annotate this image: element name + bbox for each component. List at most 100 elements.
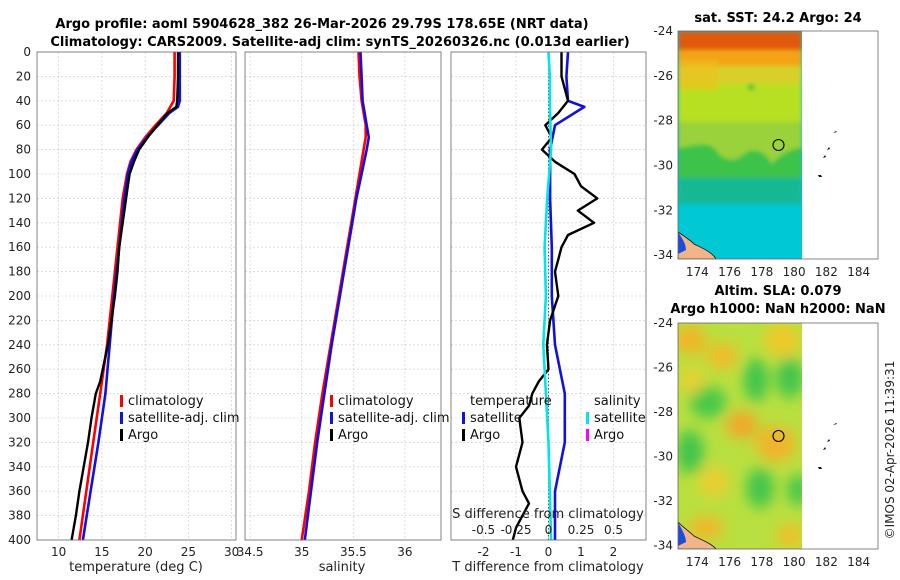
legend-label-t-argo: Argo: [470, 428, 500, 443]
depth-tick-label: 40: [16, 94, 31, 108]
legend-label-s-argo: Argo: [594, 428, 624, 443]
sla-field: [678, 323, 802, 549]
salinity-legend: climatology satellite-adj. clim Argo: [330, 394, 450, 443]
latitude-tick-label: -28: [653, 114, 673, 128]
depth-tick-label: 340: [8, 460, 31, 474]
longitude-tick-label: 176: [718, 555, 741, 569]
title-line1: Argo profile: aoml 5904628_382 26-Mar-20…: [55, 17, 588, 32]
sla-map-tick-labels: 174 176 178 180 182 184 -24 -26 -28 -30 -32 -34: [653, 316, 870, 569]
profile-location-marker: [772, 429, 785, 443]
legend-marker-satellite: [330, 412, 333, 424]
depth-tick-label: 0: [23, 45, 31, 59]
legend-label-argo: Argo: [338, 428, 368, 443]
difference-panel: -2 -1 0 1 2 T difference from climatology S …: [450, 51, 647, 575]
x-tick-label: 2: [610, 545, 618, 559]
latitude-tick-label: -32: [653, 203, 673, 217]
temperature-series: [70, 52, 182, 540]
salinity-grid: [245, 51, 441, 541]
x-tick-label: 0: [545, 545, 553, 559]
difference-axes: [450, 51, 647, 541]
depth-tick-label: 180: [8, 265, 31, 279]
salinity-diff-tick-label: -0.5: [472, 523, 495, 537]
depth-tick-label: 20: [16, 69, 31, 83]
latitude-tick-label: -28: [653, 405, 673, 419]
salinity-axes: [244, 51, 442, 541]
depth-tick-labels: 0 20 40 60 80 100 120 140 160 180 200 220 240 260 280 3…: [8, 45, 31, 547]
legend-marker-s-satellite: [586, 412, 589, 424]
sst-field: [678, 31, 802, 259]
depth-tick-label: 300: [8, 411, 31, 425]
depth-tick-label: 360: [8, 484, 31, 498]
salinity-panel: 34.5 35 35.5 36 salinity climatology satell…: [237, 51, 450, 575]
depth-tick-label: 140: [8, 216, 31, 230]
series-line-argo: [70, 52, 180, 540]
sla-map-blank: [802, 323, 878, 549]
longitude-tick-label: 178: [750, 265, 773, 279]
depth-tick-label: 260: [8, 362, 31, 376]
title-line2: Climatology: CARS2009. Satellite-adj cli…: [50, 35, 629, 50]
legend-marker-argo: [120, 429, 123, 441]
depth-tick-label: 60: [16, 118, 31, 132]
sla-map: Altim. SLA: 0.079 Argo h1000: NaN h2000:…: [653, 284, 885, 569]
series-line-t-satellite: [548, 52, 586, 540]
latitude-tick-label: -26: [653, 361, 673, 375]
longitude-tick-label: 180: [783, 265, 806, 279]
longitude-tick-label: 180: [783, 555, 806, 569]
depth-tick-label: 160: [8, 240, 31, 254]
x-tick-label: 10: [51, 545, 66, 559]
latitude-tick-label: -34: [653, 248, 673, 262]
sla-map-title-line2: Argo h1000: NaN h2000: NaN: [670, 302, 885, 317]
depth-tick-label: 120: [8, 191, 31, 205]
sst-islands: [818, 131, 837, 177]
difference-series: [511, 52, 599, 540]
temperature-panel: 0 20 40 60 80 100 120 140 160 180 200 220 240 260 280 3…: [8, 45, 240, 575]
difference-grid: [451, 51, 646, 541]
legend-marker-climatology: [330, 395, 333, 407]
depth-tick-label: 100: [8, 167, 31, 181]
legend-marker-argo: [330, 429, 333, 441]
difference-xlabel: T difference from climatology: [451, 560, 644, 575]
x-tick-label: 20: [138, 545, 153, 559]
x-tick-label: 35.5: [340, 545, 367, 559]
watermark: ©IMOS 02-Apr-2026 11:39:31: [883, 361, 897, 540]
depth-tick-label: 220: [8, 313, 31, 327]
x-tick-label: 15: [94, 545, 109, 559]
salinity-diff-tick-label: 0.5: [604, 523, 623, 537]
sla-map-title-line1: Altim. SLA: 0.079: [715, 284, 842, 299]
legend-label-satellite: satellite-adj. clim: [338, 411, 450, 426]
latitude-tick-label: -30: [653, 159, 673, 173]
longitude-tick-label: 182: [815, 555, 838, 569]
longitude-tick-label: 182: [815, 265, 838, 279]
sst-map: sat. SST: 24.2 Argo: 24: [653, 11, 879, 279]
latitude-tick-label: -24: [653, 24, 673, 38]
sst-map-axes: [677, 30, 879, 260]
longitude-tick-label: 184: [847, 265, 870, 279]
series-line-satellite-adj-clim: [81, 52, 182, 540]
temperature-axes: [36, 51, 237, 541]
latitude-tick-label: -30: [653, 450, 673, 464]
longitude-tick-label: 176: [718, 265, 741, 279]
difference-legend: temperature satellite Argo salinity sate…: [462, 394, 646, 443]
legend-title-salinity: salinity: [594, 394, 641, 409]
sst-map-tick-labels: 174 176 178 180 182 184 -24 -26 -28 -30 -32 -34: [653, 24, 870, 279]
legend-label-climatology: climatology: [338, 394, 414, 409]
temperature-grid: [37, 51, 236, 541]
profile-location-marker: [772, 138, 785, 152]
legend-label-s-satellite: satellite: [594, 411, 646, 426]
sst-map-title: sat. SST: 24.2 Argo: 24: [694, 11, 861, 26]
legend-marker-climatology: [120, 395, 123, 407]
difference-xlabel-top: S difference from climatology: [452, 507, 644, 522]
x-tick-label: 30: [224, 545, 239, 559]
salinity-diff-tick-label: -0.25: [500, 523, 531, 537]
depth-tick-label: 80: [16, 143, 31, 157]
legend-title-temperature: temperature: [470, 394, 552, 409]
legend-marker-t-satellite: [462, 412, 465, 424]
legend-marker-satellite: [120, 412, 123, 424]
difference-tick-labels: -2 -1 0 1 2: [478, 545, 618, 559]
latitude-tick-label: -32: [653, 494, 673, 508]
depth-tick-label: 400: [8, 533, 31, 547]
salinity-xlabel: salinity: [319, 560, 366, 575]
series-line-satellite-adj-clim: [303, 52, 371, 540]
depth-tick-label: 280: [8, 387, 31, 401]
x-tick-label: -1: [510, 545, 522, 559]
